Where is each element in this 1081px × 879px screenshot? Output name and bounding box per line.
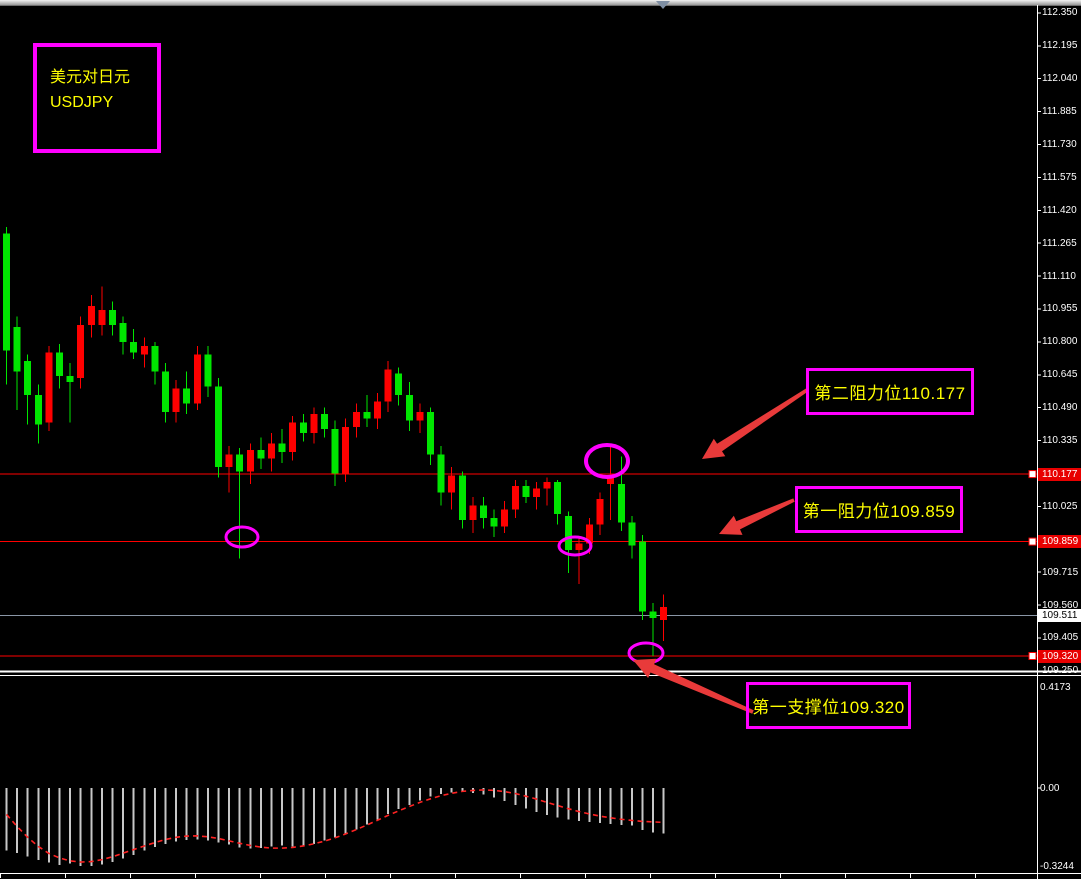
callout-resistance2[interactable]: 第二阻力位110.177	[806, 368, 974, 415]
window-top-strip	[0, 0, 1081, 9]
price-tick-label: 109.560	[1042, 599, 1079, 611]
level-price-label: 109.320	[1038, 649, 1081, 663]
level-anchor-marker	[1028, 537, 1037, 546]
price-tick-label: 112.040	[1042, 73, 1078, 85]
price-tick-label: 110.025	[1042, 500, 1078, 512]
price-tick-label: 110.335	[1042, 435, 1078, 447]
oscillator-histogram	[5, 788, 665, 867]
annotation-arrow	[719, 498, 795, 535]
price-tick-label: 110.490	[1042, 402, 1078, 414]
callout-support1[interactable]: 第一支撑位109.320	[746, 682, 911, 729]
callout-resistance1[interactable]: 第一阻力位109.859	[795, 486, 963, 533]
highlight-ellipse	[557, 535, 593, 557]
price-tick-label: 112.195	[1042, 40, 1078, 52]
current-price-label: 109.511	[1038, 608, 1081, 622]
indicator-axis-label: -0.3244	[1040, 860, 1074, 872]
symbol-title-code: USDJPY	[50, 94, 114, 111]
level-price-label: 109.859	[1038, 535, 1081, 549]
price-tick-label: 111.730	[1042, 138, 1077, 150]
indicator-axis-label: 0.00	[1040, 782, 1060, 794]
callout-resistance2-label: 第二阻力位110.177	[814, 384, 966, 403]
price-tick-label: 112.350	[1042, 7, 1078, 19]
symbol-title-cn: 美元对日元	[50, 69, 131, 86]
price-tick-label: 109.715	[1042, 566, 1079, 578]
annotation-arrow	[702, 388, 808, 459]
price-tick-label: 110.645	[1042, 369, 1078, 381]
highlight-ellipse	[584, 443, 630, 479]
level-anchor-marker	[1028, 470, 1037, 479]
level-lines[interactable]	[0, 470, 1037, 660]
price-tick-label: 110.800	[1042, 336, 1078, 348]
price-tick-label: 111.575	[1042, 171, 1077, 183]
candles	[3, 227, 668, 656]
level-anchor-marker	[1028, 652, 1037, 660]
annotation-arrows[interactable]	[633, 388, 808, 714]
price-tick-label: 110.955	[1042, 303, 1078, 315]
symbol-title-box: 美元对日元 USDJPY	[33, 43, 161, 153]
price-tick-label: 111.110	[1042, 270, 1076, 282]
indicator-axis-label: 0.4173	[1040, 682, 1071, 694]
price-tick-label: 109.250	[1042, 665, 1079, 677]
level-price-label: 110.177	[1038, 467, 1081, 481]
highlight-ellipse	[224, 525, 260, 549]
chart-frame	[0, 5, 1081, 879]
annotation-arrow	[633, 658, 754, 714]
callout-resistance1-label: 第一阻力位109.859	[802, 502, 956, 521]
price-tick-label: 111.420	[1042, 204, 1077, 216]
oscillator-signal-line	[5, 789, 664, 863]
price-tick-label: 111.265	[1042, 237, 1077, 249]
price-tick-label: 111.885	[1042, 106, 1077, 118]
price-tick-label: 109.405	[1042, 632, 1079, 644]
chart-shift-marker-icon[interactable]	[656, 1, 670, 9]
callout-support1-label: 第一支撑位109.320	[752, 698, 905, 717]
